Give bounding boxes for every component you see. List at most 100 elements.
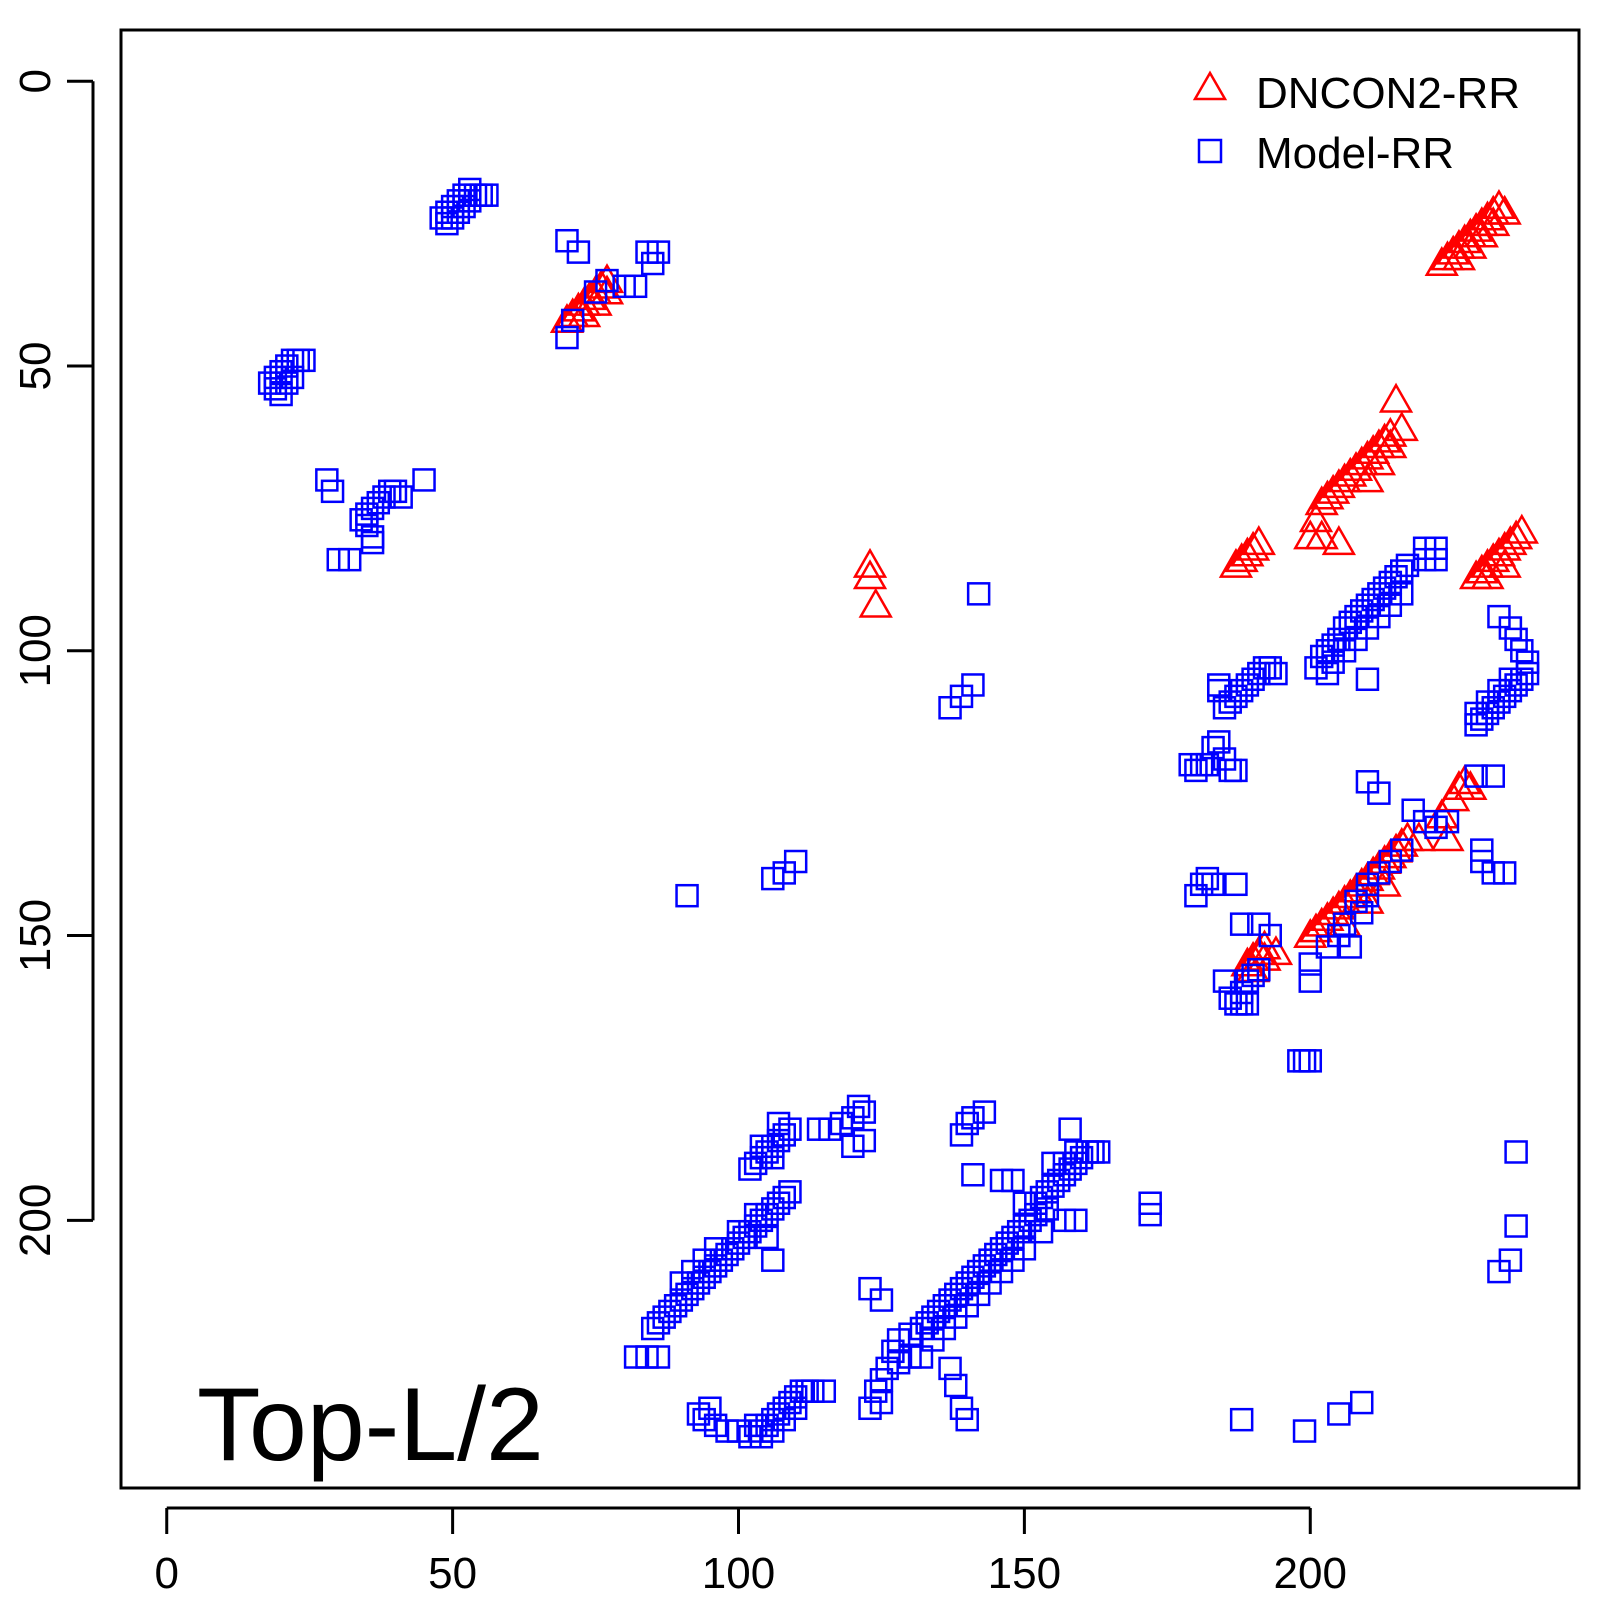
plot-frame — [119, 28, 1581, 1490]
model-point — [1390, 582, 1414, 606]
dncon2-point — [1327, 462, 1362, 493]
model-point — [1258, 656, 1282, 680]
x-tick-label: 150 — [988, 1549, 1061, 1598]
legend-triangle-marker — [1192, 70, 1228, 101]
x-tick-label: 100 — [702, 1549, 775, 1598]
model-point — [383, 479, 408, 504]
model-point — [1224, 758, 1248, 783]
dncon2-point — [1367, 422, 1402, 453]
model-point — [772, 1185, 796, 1210]
dncon2-point — [1304, 519, 1339, 550]
model-point — [698, 1396, 722, 1421]
y-tick-label: 0 — [11, 69, 60, 93]
dncon2-point — [1453, 228, 1488, 259]
dncon2-point — [1487, 547, 1522, 578]
dncon2-point — [1470, 547, 1505, 578]
model-point — [1086, 1140, 1111, 1164]
dncon2-point — [1464, 553, 1499, 584]
model-point — [452, 194, 476, 219]
model-point — [1390, 559, 1414, 583]
model-point — [1338, 935, 1363, 959]
model-point — [1264, 661, 1288, 686]
model-point — [1012, 1237, 1037, 1261]
dncon2-point — [1321, 525, 1357, 556]
model-point — [1349, 1390, 1374, 1415]
model-point — [1064, 1140, 1088, 1164]
model-point — [726, 1219, 751, 1244]
model-point — [783, 1396, 808, 1421]
x-tick-label: 200 — [1274, 1549, 1347, 1598]
model-point — [560, 308, 585, 333]
model-point — [1001, 1168, 1025, 1193]
dncon2-point — [852, 559, 888, 590]
dncon2-point — [1224, 542, 1259, 573]
model-point — [783, 849, 808, 874]
dncon2-point — [1373, 416, 1408, 447]
model-point — [320, 479, 345, 504]
model-point — [555, 325, 579, 350]
model-point — [1487, 1259, 1511, 1284]
model-point — [1481, 764, 1505, 788]
model-point — [1504, 1214, 1528, 1238]
model-point — [1367, 781, 1391, 805]
model-point — [1298, 1049, 1323, 1073]
model-point — [1395, 553, 1420, 578]
dncon2-point — [1321, 468, 1357, 499]
model-point — [623, 274, 648, 299]
dncon2-point — [1235, 530, 1271, 561]
dncon2-point — [1333, 456, 1368, 487]
dncon2-point — [1230, 536, 1265, 567]
points-layer — [257, 177, 1540, 1449]
model-point — [595, 268, 619, 293]
model-point — [1344, 889, 1368, 914]
model-point — [743, 1202, 768, 1227]
model-point — [1029, 1219, 1054, 1244]
dncon2-point — [1310, 479, 1345, 510]
model-point — [1435, 809, 1460, 834]
model-point — [1298, 952, 1323, 976]
model-point — [355, 513, 379, 538]
model-point — [389, 485, 413, 509]
model-point — [1315, 935, 1340, 959]
model-point — [761, 1248, 785, 1272]
dncon2-point — [1241, 525, 1276, 556]
model-point — [566, 240, 591, 264]
model-point — [1241, 963, 1265, 988]
model-point — [778, 1180, 802, 1204]
model-point — [841, 1134, 865, 1159]
model-point — [1058, 1117, 1082, 1141]
model-point — [852, 1100, 877, 1124]
model-point — [1315, 661, 1340, 686]
dncon2-point — [1338, 451, 1374, 482]
model-point — [1195, 752, 1220, 777]
model-point — [280, 365, 305, 390]
legend-label-model: Model-RR — [1256, 129, 1454, 178]
model-point — [1064, 1208, 1088, 1233]
model-point — [646, 240, 671, 264]
y-tick-label: 150 — [11, 899, 60, 972]
dncon2-point — [1258, 935, 1294, 966]
model-point — [475, 183, 499, 207]
y-tick-label: 50 — [11, 342, 60, 391]
model-point — [458, 189, 482, 213]
dncon2-point — [1361, 445, 1397, 476]
model-point — [846, 1094, 871, 1119]
legend: DNCON2-RR Model-RR — [1192, 69, 1520, 178]
dncon2-point — [1373, 428, 1408, 459]
model-point — [675, 883, 699, 908]
dncon2-point — [1447, 764, 1482, 795]
model-point — [1298, 969, 1323, 993]
y-tick-label: 100 — [11, 614, 60, 687]
model-point — [275, 371, 299, 395]
model-point — [646, 1311, 671, 1335]
model-point — [1207, 730, 1231, 754]
model-point — [1327, 1402, 1351, 1426]
dncon2-point — [1476, 206, 1511, 237]
model-point — [1492, 861, 1517, 885]
series-model-rr — [257, 177, 1540, 1449]
y-axis: 0 50 100 150 200 — [11, 69, 95, 1257]
model-point — [1464, 764, 1488, 788]
dncon2-point — [858, 587, 893, 618]
model-point — [1258, 923, 1282, 948]
model-point — [761, 1145, 785, 1170]
